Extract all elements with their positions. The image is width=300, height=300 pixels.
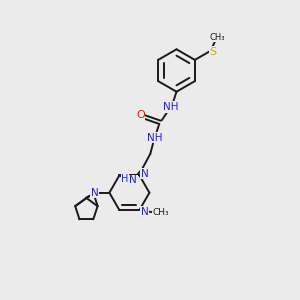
Text: N: N <box>140 206 148 217</box>
Text: N: N <box>140 169 148 179</box>
Text: O: O <box>136 110 145 120</box>
Text: N: N <box>91 188 98 198</box>
Text: CH₃: CH₃ <box>209 33 225 42</box>
Text: NH: NH <box>164 102 179 112</box>
Text: NH: NH <box>147 133 163 142</box>
Text: CH₃: CH₃ <box>153 208 169 217</box>
Text: H: H <box>121 174 128 184</box>
Text: N: N <box>129 175 137 185</box>
Text: S: S <box>209 47 216 57</box>
